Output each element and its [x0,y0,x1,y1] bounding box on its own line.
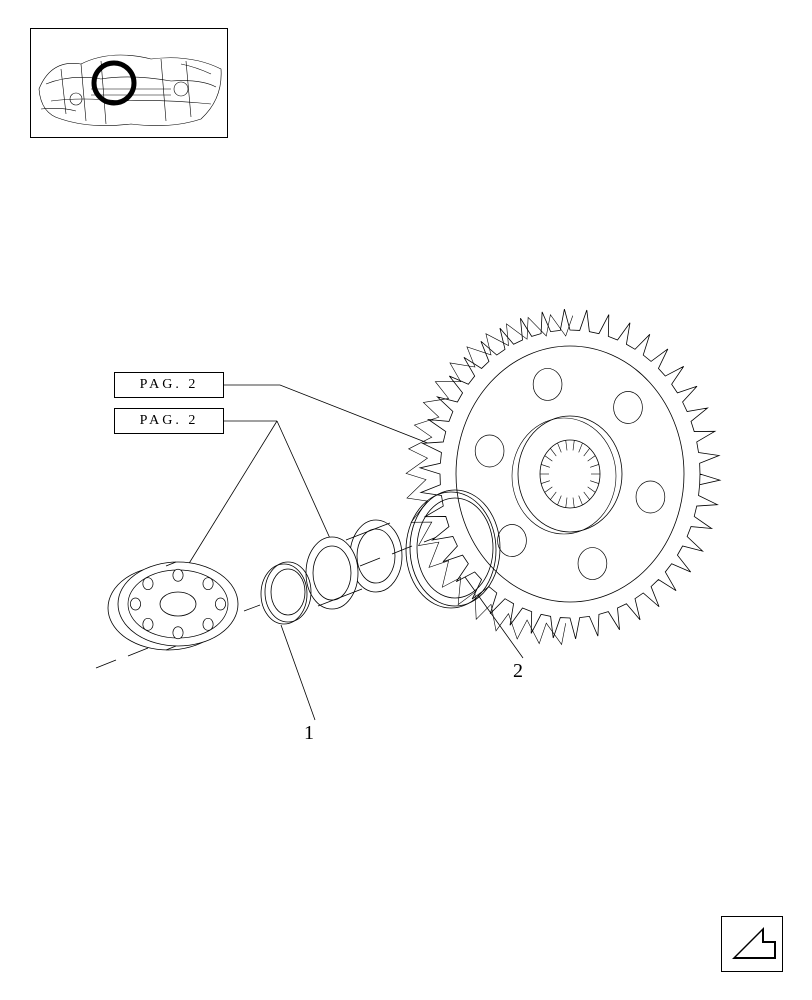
large-ring-part [406,490,500,608]
diagram-page: PAG. 2 PAG. 2 1 2 [0,0,812,1000]
leader-lines [159,385,523,720]
exploded-view-svg [0,0,812,1000]
callout-number: 1 [304,722,314,745]
page-reference-label: PAG. 2 [140,377,199,393]
center-axis-line [96,462,634,668]
locator-thumbnail [30,28,228,138]
small-ring-part [261,562,311,624]
flange-part [108,562,238,650]
page-reference-label: PAG. 2 [140,413,199,429]
callout-number: 2 [513,660,523,683]
next-page-icon[interactable] [721,916,783,972]
gear-part [406,309,720,644]
sleeve-part [306,520,402,609]
page-reference-box: PAG. 2 [114,372,224,398]
page-reference-box: PAG. 2 [114,408,224,434]
